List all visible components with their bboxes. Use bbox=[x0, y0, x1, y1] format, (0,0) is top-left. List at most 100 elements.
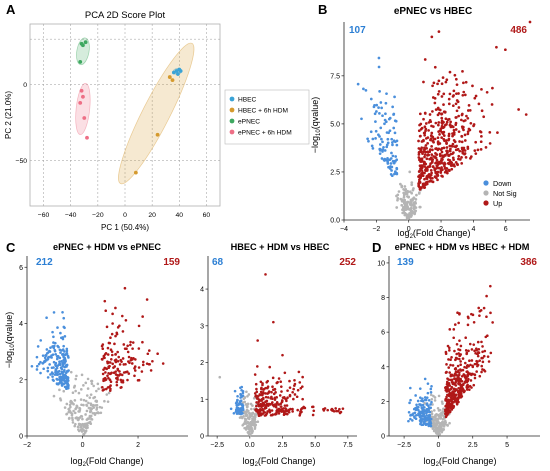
up-regulated-point bbox=[283, 404, 287, 407]
legend-label-epnec: ePNEC bbox=[238, 119, 260, 126]
up-regulated-point bbox=[431, 180, 435, 184]
up-regulated-point bbox=[442, 103, 445, 106]
down-regulated-point bbox=[375, 103, 379, 107]
up-regulated-point bbox=[445, 363, 448, 366]
up-regulated-point bbox=[466, 374, 470, 377]
down-regulated-point bbox=[409, 386, 412, 390]
up-regulated-point bbox=[133, 366, 136, 370]
up-regulated-point bbox=[101, 347, 105, 351]
pca-point-hbec bbox=[176, 72, 180, 76]
up-regulated-point bbox=[464, 336, 467, 340]
not-significant-point bbox=[248, 415, 252, 418]
not-significant-point bbox=[438, 408, 442, 412]
up-regulated-point bbox=[116, 326, 120, 329]
up-regulated-point bbox=[484, 146, 488, 149]
not-significant-point bbox=[83, 424, 87, 428]
up-regulated-point bbox=[469, 363, 472, 367]
up-regulated-point bbox=[440, 159, 443, 163]
up-regulated-point bbox=[468, 388, 471, 391]
pca-point-epnec_hdm bbox=[79, 88, 84, 93]
up-regulated-point bbox=[460, 374, 464, 378]
up-regulated-point bbox=[453, 387, 456, 391]
down-regulated-point bbox=[415, 406, 419, 409]
down-regulated-point bbox=[377, 56, 381, 60]
up-regulated-point bbox=[422, 139, 425, 143]
up-regulated-point bbox=[272, 320, 275, 324]
up-regulated-point bbox=[482, 354, 486, 358]
up-regulated-point bbox=[456, 147, 460, 151]
down-regulated-point bbox=[52, 366, 55, 369]
up-regulated-point bbox=[276, 408, 279, 411]
down-regulated-point bbox=[55, 369, 58, 373]
not-significant-point bbox=[76, 418, 80, 421]
down-regulated-point bbox=[386, 137, 390, 141]
down-regulated-point bbox=[378, 143, 382, 146]
not-significant-point bbox=[89, 403, 93, 407]
down-regulated-point bbox=[241, 390, 245, 393]
x-label-suffix: (Fold Change) bbox=[439, 456, 497, 466]
down-regulated-point bbox=[409, 398, 412, 402]
down-regulated-point bbox=[233, 389, 237, 393]
up-regulated-point bbox=[448, 144, 452, 148]
down-regulated-point bbox=[56, 326, 59, 329]
not-significant-point bbox=[106, 400, 110, 403]
down-regulated-point bbox=[46, 366, 50, 370]
not-significant-point bbox=[241, 423, 245, 427]
up-regulated-point bbox=[430, 153, 434, 156]
up-regulated-point bbox=[268, 410, 272, 414]
volcano-c2-plot: −2.5 0.0 2.5 5.0 7.5 0 1 2 3 4 bbox=[200, 256, 357, 449]
not-significant-point bbox=[87, 401, 90, 405]
up-regulated-point bbox=[491, 86, 494, 90]
up-regulated-point bbox=[127, 372, 131, 375]
up-regulated-point bbox=[261, 404, 265, 407]
up-regulated-point bbox=[137, 366, 141, 369]
up-regulated-point bbox=[457, 130, 461, 134]
up-regulated-point bbox=[130, 362, 134, 365]
up-regulated-point bbox=[137, 347, 141, 350]
x-tick-label: 6 bbox=[504, 226, 508, 233]
down-regulated-point bbox=[240, 394, 244, 398]
up-regulated-point bbox=[445, 390, 449, 393]
up-regulated-point bbox=[464, 80, 468, 84]
up-regulated-point bbox=[141, 363, 145, 367]
legend-marker-epnec-hdm bbox=[229, 129, 235, 135]
not-significant-point bbox=[96, 411, 100, 414]
legend-marker-hbec-hdm bbox=[229, 107, 235, 113]
up-regulated-point bbox=[448, 70, 452, 74]
down-regulated-point bbox=[371, 147, 375, 150]
up-regulated-point bbox=[110, 353, 114, 357]
up-regulated-point bbox=[451, 104, 455, 108]
up-regulated-point bbox=[473, 96, 477, 100]
down-regulated-point bbox=[426, 382, 430, 385]
not-significant-point bbox=[413, 200, 417, 204]
down-regulated-point bbox=[43, 356, 47, 360]
up-regulated-point bbox=[443, 162, 447, 166]
down-regulated-point bbox=[39, 371, 42, 375]
up-regulated-point bbox=[113, 365, 117, 368]
up-regulated-point bbox=[481, 350, 484, 354]
down-regulated-point bbox=[426, 407, 429, 411]
up-regulated-point bbox=[116, 374, 119, 377]
not-significant-point bbox=[105, 393, 109, 396]
not-significant-point bbox=[423, 401, 426, 405]
up-regulated-point bbox=[448, 349, 451, 352]
up-regulated-point bbox=[476, 352, 479, 356]
up-regulated-point bbox=[296, 388, 300, 392]
up-regulated-point bbox=[431, 84, 434, 88]
up-regulated-point bbox=[468, 109, 472, 112]
down-regulated-point bbox=[58, 372, 62, 376]
down-regulated-point bbox=[65, 386, 68, 390]
pca-point-hbec bbox=[178, 69, 183, 73]
up-regulated-point bbox=[448, 346, 451, 350]
down-regulated-point bbox=[382, 145, 385, 149]
down-regulated-point bbox=[387, 131, 390, 135]
not-significant-point bbox=[247, 393, 251, 396]
up-regulated-point bbox=[129, 340, 132, 344]
up-regulated-point bbox=[111, 312, 114, 316]
up-regulated-point bbox=[455, 92, 458, 96]
up-regulated-point bbox=[270, 390, 273, 394]
up-regulated-point bbox=[428, 113, 432, 116]
up-regulated-point bbox=[477, 102, 481, 106]
up-regulated-point bbox=[457, 369, 460, 372]
up-regulated-point bbox=[447, 403, 451, 406]
